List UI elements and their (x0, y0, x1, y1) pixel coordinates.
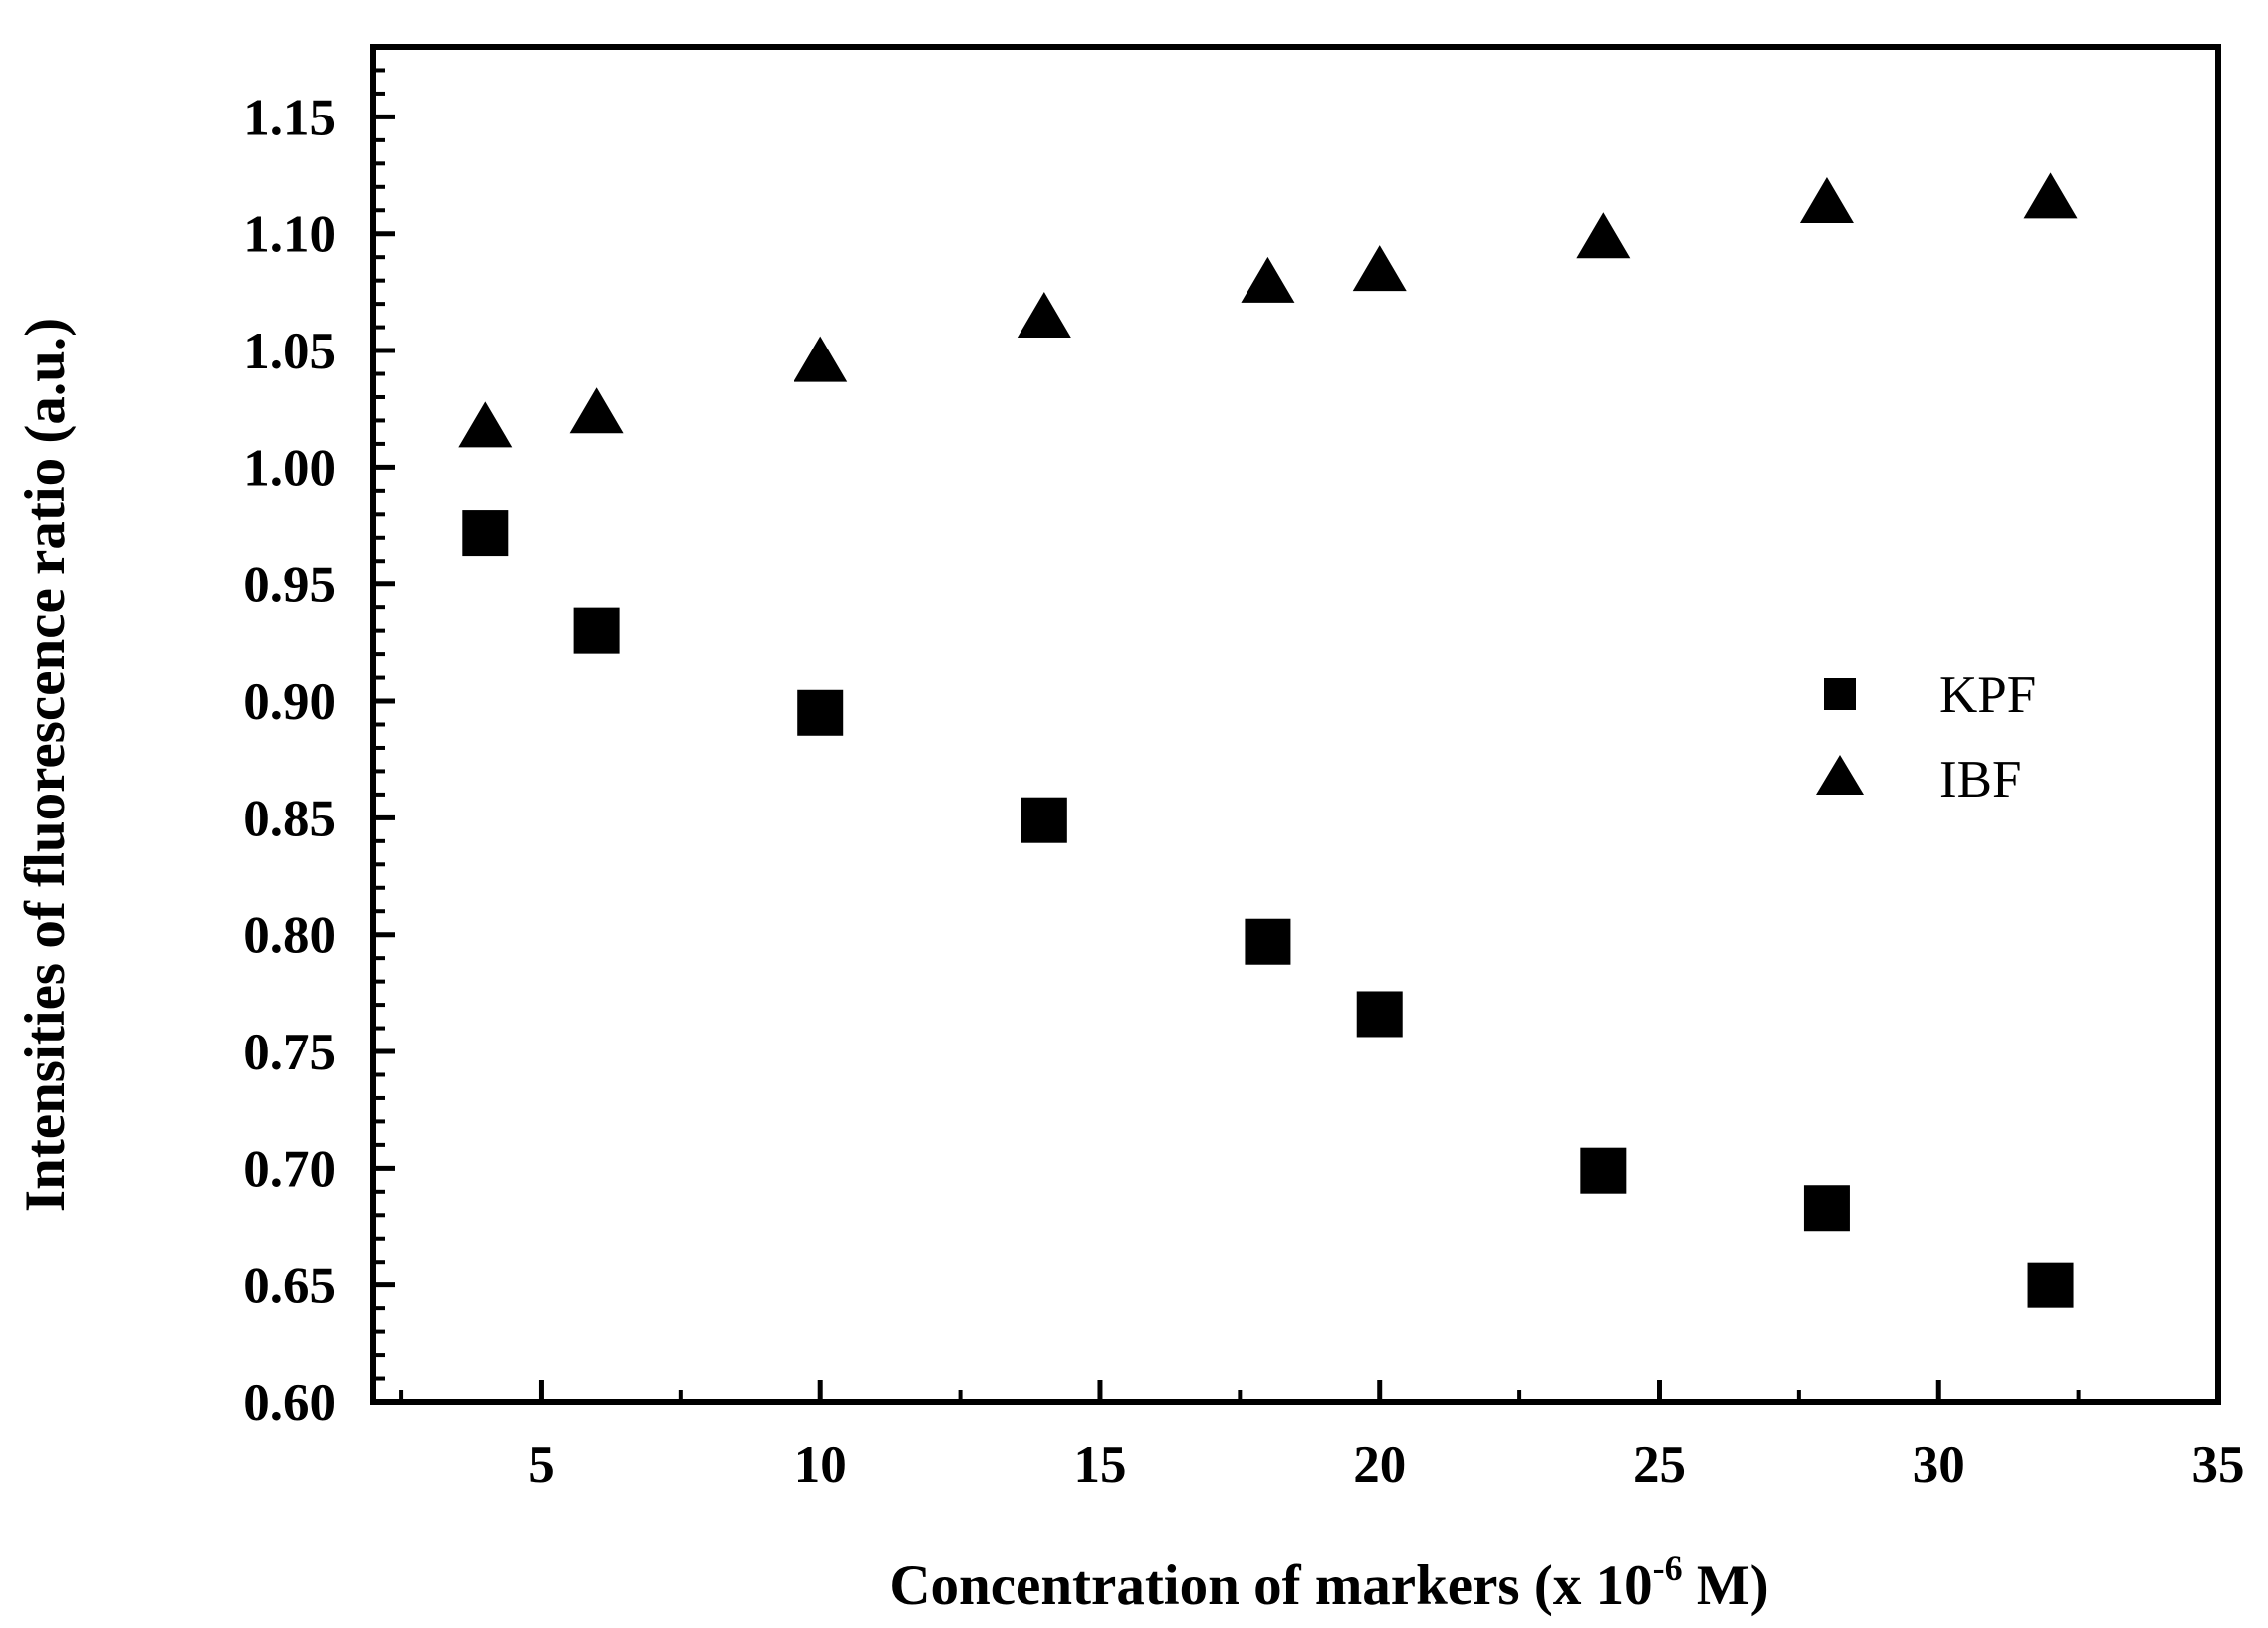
legend-entry-kpf: KPF (1824, 666, 2036, 724)
y-tick-label: 1.05 (243, 323, 336, 380)
x-axis-label: Concentration of markers (x 10-6 M) (889, 1548, 1768, 1617)
y-tick-label: 1.15 (243, 89, 336, 146)
legend-entry-ibf: IBF (1816, 751, 2021, 809)
y-tick-label: 1.10 (243, 206, 336, 264)
y-tick-label: 0.60 (243, 1374, 336, 1432)
data-markers (458, 172, 2078, 1308)
legend-label: KPF (1939, 666, 2036, 724)
legend-label: IBF (1939, 751, 2021, 809)
y-tick-label: 0.70 (243, 1140, 336, 1198)
y-tick-label: 0.95 (243, 557, 336, 614)
legend: KPF IBF (1816, 666, 2036, 809)
ibf-point (794, 336, 848, 382)
y-tick-label: 0.85 (243, 790, 336, 847)
x-tick-label: 35 (2192, 1436, 2245, 1494)
x-tick-label: 30 (1913, 1436, 1965, 1494)
ibf-point (1576, 212, 1631, 259)
series-kpf (462, 510, 2074, 1308)
y-tick-label: 0.75 (243, 1024, 336, 1081)
x-tick-label: 5 (528, 1436, 555, 1494)
ibf-point (569, 387, 624, 434)
ibf-point (2023, 172, 2078, 219)
x-axis-label-exponent: -6 (1653, 1548, 1683, 1588)
series-ibf (458, 172, 2078, 448)
ibf-point (1352, 245, 1407, 292)
kpf-point (1803, 1185, 1850, 1232)
legend-triangle-icon (1816, 755, 1864, 795)
kpf-point (462, 510, 509, 557)
kpf-point (1580, 1147, 1627, 1194)
kpf-point (1245, 918, 1291, 965)
x-tick-label: 15 (1073, 1436, 1126, 1494)
ibf-point (1017, 292, 1071, 339)
y-tick-label: 0.65 (243, 1258, 336, 1315)
kpf-point (573, 607, 620, 654)
ticks: 5 10 15 20 25 30 35 0.60 0.65 0.70 0.75 0.80 0.85 0.9… (243, 68, 2245, 1494)
y-tick-label: 1.00 (243, 439, 336, 497)
kpf-point (1356, 991, 1403, 1038)
y-axis-label: Intensities of fluorescence ratio (a.u.) (14, 318, 77, 1212)
legend-square-icon (1824, 678, 1856, 710)
kpf-point (797, 689, 844, 736)
x-tick-label: 20 (1353, 1436, 1406, 1494)
x-axis-label-unit: M) (1683, 1554, 1769, 1617)
y-tick-label: 0.90 (243, 673, 336, 731)
y-tick-label: 0.80 (243, 907, 336, 965)
ibf-point (458, 401, 513, 448)
ibf-point (1241, 256, 1295, 303)
kpf-point (2027, 1262, 2074, 1308)
kpf-point (1021, 797, 1067, 843)
x-axis-label-main: Concentration of markers (x 10 (889, 1554, 1652, 1617)
ibf-point (1799, 177, 1854, 224)
x-tick-label: 25 (1633, 1436, 1686, 1494)
x-tick-label: 10 (794, 1436, 847, 1494)
